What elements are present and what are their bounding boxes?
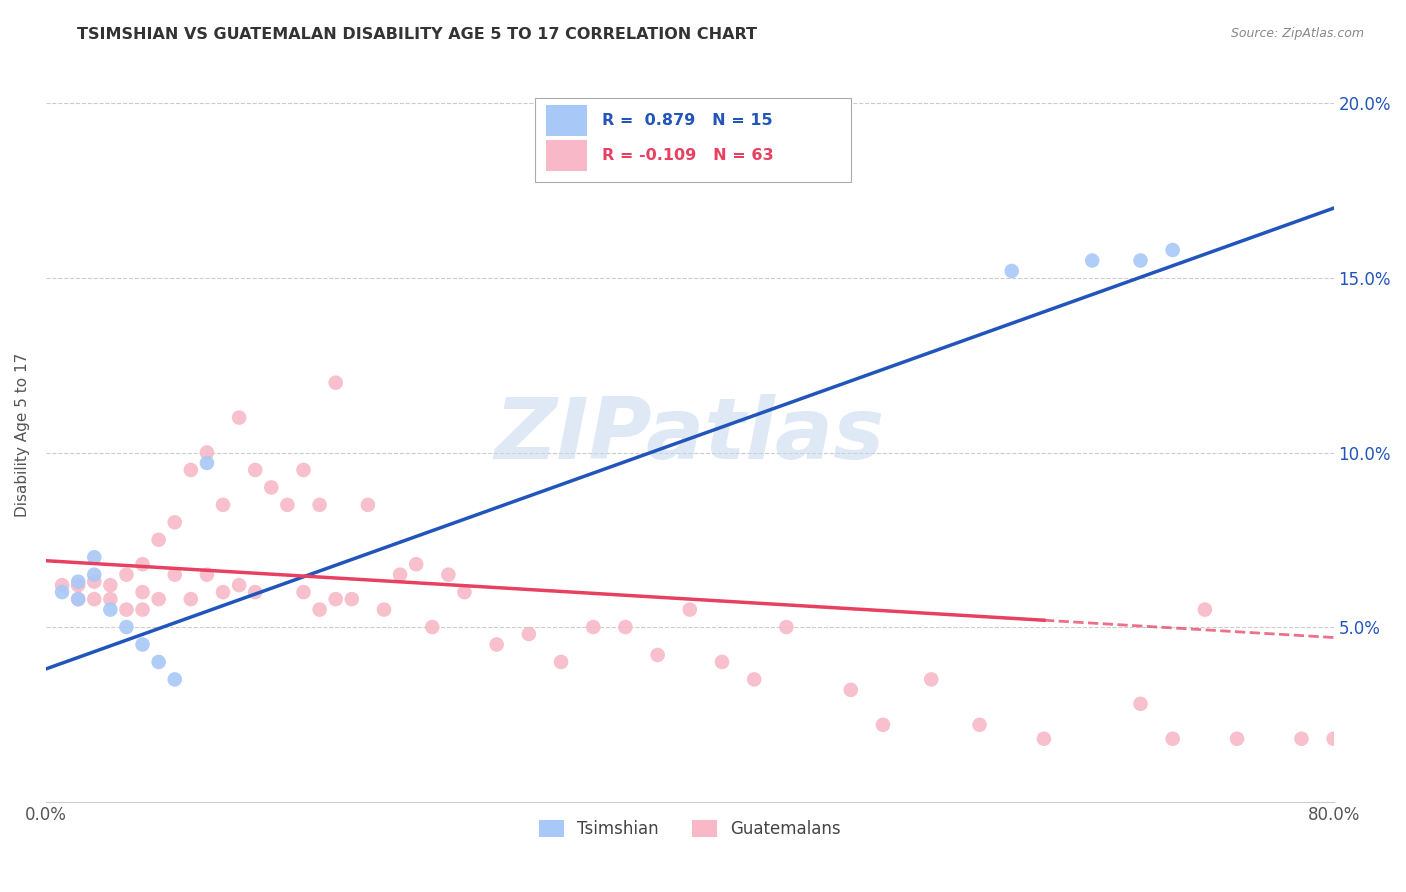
- Point: [340, 592, 363, 607]
- Point: [67, 592, 90, 607]
- Point: [228, 410, 250, 425]
- Point: [51, 578, 73, 592]
- Point: [83, 550, 105, 565]
- Point: [1161, 243, 1184, 257]
- FancyBboxPatch shape: [536, 98, 851, 182]
- Point: [180, 463, 202, 477]
- Point: [1194, 602, 1216, 616]
- Point: [228, 578, 250, 592]
- Point: [308, 602, 330, 616]
- Point: [67, 592, 90, 607]
- Point: [180, 592, 202, 607]
- Point: [357, 498, 380, 512]
- Point: [614, 620, 637, 634]
- FancyBboxPatch shape: [546, 140, 586, 171]
- Point: [115, 620, 138, 634]
- Point: [148, 533, 170, 547]
- FancyBboxPatch shape: [546, 105, 586, 136]
- Point: [83, 574, 105, 589]
- Point: [131, 602, 153, 616]
- Point: [308, 498, 330, 512]
- Point: [67, 574, 90, 589]
- Text: TSIMSHIAN VS GUATEMALAN DISABILITY AGE 5 TO 17 CORRELATION CHART: TSIMSHIAN VS GUATEMALAN DISABILITY AGE 5…: [77, 27, 758, 42]
- Point: [115, 602, 138, 616]
- Point: [98, 578, 121, 592]
- Point: [1129, 697, 1152, 711]
- Point: [245, 585, 267, 599]
- Point: [325, 376, 347, 390]
- Point: [775, 620, 797, 634]
- Y-axis label: Disability Age 5 to 17: Disability Age 5 to 17: [15, 353, 30, 517]
- Point: [292, 463, 315, 477]
- Point: [83, 567, 105, 582]
- Point: [195, 445, 218, 459]
- Point: [115, 567, 138, 582]
- Point: [389, 567, 412, 582]
- Point: [517, 627, 540, 641]
- Point: [550, 655, 572, 669]
- Point: [98, 592, 121, 607]
- Text: R =  0.879   N = 15: R = 0.879 N = 15: [602, 113, 773, 128]
- Point: [1129, 253, 1152, 268]
- Text: R = -0.109   N = 63: R = -0.109 N = 63: [602, 148, 773, 163]
- Point: [1226, 731, 1249, 746]
- Legend: Tsimshian, Guatemalans: Tsimshian, Guatemalans: [531, 813, 848, 845]
- Point: [1032, 731, 1054, 746]
- Point: [195, 456, 218, 470]
- Point: [373, 602, 395, 616]
- Point: [163, 516, 186, 530]
- Point: [453, 585, 475, 599]
- Point: [839, 682, 862, 697]
- Point: [292, 585, 315, 599]
- Point: [405, 558, 427, 572]
- Point: [148, 592, 170, 607]
- Text: ZIPatlas: ZIPatlas: [495, 393, 884, 476]
- Point: [582, 620, 605, 634]
- Point: [1323, 731, 1346, 746]
- Point: [325, 592, 347, 607]
- Point: [872, 718, 894, 732]
- Point: [212, 585, 235, 599]
- Point: [163, 567, 186, 582]
- Point: [131, 558, 153, 572]
- Point: [420, 620, 443, 634]
- Point: [679, 602, 702, 616]
- Point: [1161, 731, 1184, 746]
- Point: [1001, 264, 1024, 278]
- Point: [67, 578, 90, 592]
- Point: [1081, 253, 1104, 268]
- Point: [83, 592, 105, 607]
- Point: [245, 463, 267, 477]
- Point: [742, 673, 765, 687]
- Point: [920, 673, 942, 687]
- Point: [969, 718, 991, 732]
- Point: [98, 602, 121, 616]
- Text: Source: ZipAtlas.com: Source: ZipAtlas.com: [1230, 27, 1364, 40]
- Point: [437, 567, 460, 582]
- Point: [163, 673, 186, 687]
- Point: [212, 498, 235, 512]
- Point: [148, 655, 170, 669]
- Point: [711, 655, 734, 669]
- Point: [260, 480, 283, 494]
- Point: [485, 638, 508, 652]
- Point: [647, 648, 669, 662]
- Point: [131, 585, 153, 599]
- Point: [1291, 731, 1313, 746]
- Point: [195, 567, 218, 582]
- Point: [51, 585, 73, 599]
- Point: [131, 638, 153, 652]
- Point: [276, 498, 298, 512]
